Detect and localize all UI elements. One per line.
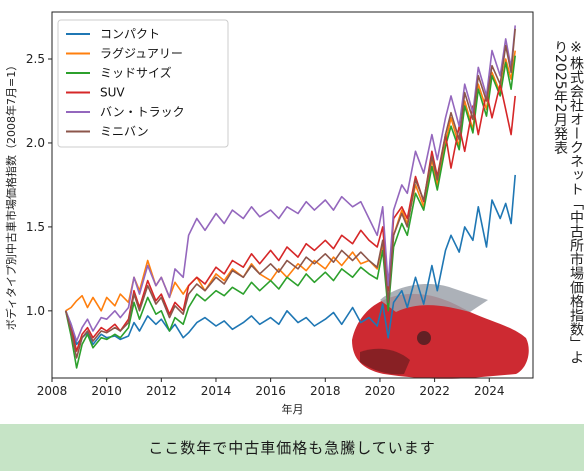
chart-series-lines <box>64 25 516 369</box>
x-tick-label: 2024 <box>474 384 505 398</box>
series-line-0 <box>64 174 516 346</box>
y-axis-title: ボディタイプ別中古車市場価格指数（2008年7月=1） <box>4 60 18 330</box>
red-car-photo <box>352 284 529 379</box>
caption-bar: ここ数年で中古車価格も急騰しています <box>0 424 584 471</box>
legend-box <box>57 19 229 148</box>
legend-label: ミッドサイズ <box>100 65 172 80</box>
x-tick-label: 2016 <box>255 384 286 398</box>
x-tick-label: 2014 <box>201 384 232 398</box>
y-tick-label: 2.5 <box>26 52 45 66</box>
legend-label: SUV <box>100 86 125 100</box>
series-line-4 <box>64 25 516 342</box>
plot-frame <box>51 11 534 379</box>
x-axis-title: 年月 <box>282 402 304 416</box>
legend-label: コンパクト <box>100 27 160 41</box>
source-note: ※株式会社オークネット「中古所市場価格指数」より2025年2月発表 <box>552 40 584 364</box>
y-tick-label: 1.0 <box>26 304 45 318</box>
series-line-5 <box>64 28 516 359</box>
x-tick-label: 2018 <box>310 384 341 398</box>
chart-axes: 2008 2010 2012 2014 2016 2018 2020 2022 2024 1.0 1… <box>4 11 534 416</box>
x-tick-label: 2020 <box>365 384 396 398</box>
x-tick-label: 2010 <box>91 384 122 398</box>
x-tick-label: 2022 <box>419 384 450 398</box>
legend-label: ミニバン <box>100 125 149 139</box>
caption-text: ここ数年で中古車価格も急騰しています <box>148 439 436 457</box>
series-line-2 <box>64 55 516 369</box>
x-tick-label: 2012 <box>146 384 177 398</box>
y-tick-label: 2.0 <box>26 136 45 150</box>
price-index-chart: 2008 2010 2012 2014 2016 2018 2020 2022 2024 1.0 1… <box>4 11 534 416</box>
x-tick-label: 2008 <box>37 384 68 398</box>
legend-label: ラグジュアリー <box>100 47 183 61</box>
y-tick-label: 1.5 <box>26 220 45 234</box>
legend-label: バン・トラック <box>100 105 185 119</box>
